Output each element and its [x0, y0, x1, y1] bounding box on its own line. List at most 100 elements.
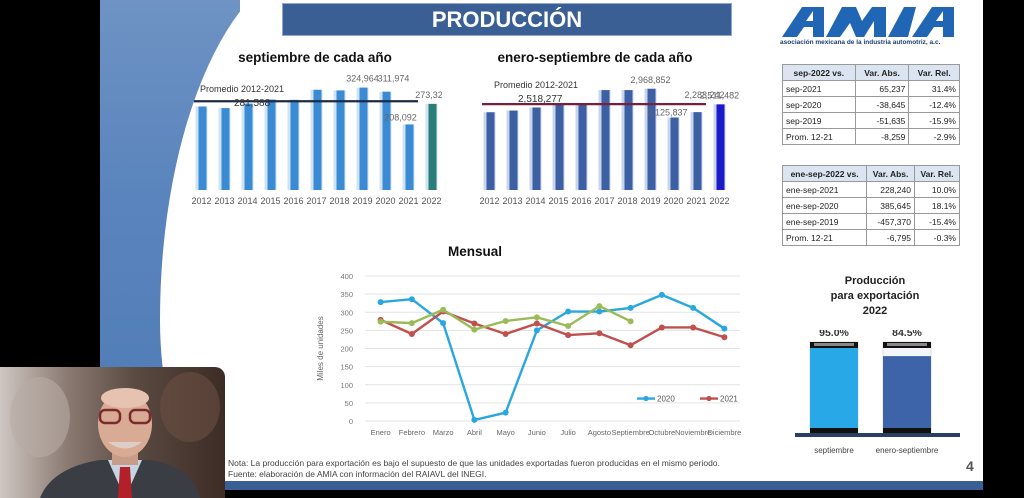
x-tick-label: Noviembre	[675, 428, 711, 437]
x-tick-label: 2016	[571, 196, 591, 206]
data-label: 2,125,837	[647, 108, 687, 118]
x-tick-label: 2021	[686, 196, 706, 206]
slide-title: PRODUCCIÓN	[282, 3, 732, 36]
data-label: 208,092	[384, 112, 417, 122]
bar	[382, 91, 391, 190]
data-point-2021	[502, 331, 509, 337]
table-cell: ene-sep-2020	[781, 197, 868, 214]
x-tick-label: Mayo	[496, 428, 514, 437]
table-cell: 10.0%	[913, 181, 961, 198]
table-header-row: ene-sep-2022 vs. Var. Abs. Var. Rel.	[781, 165, 961, 182]
sep-variation-table: sep-2022 vs. Var. Abs. Var. Rel. sep-202…	[782, 64, 960, 145]
y-tick-label: 100	[340, 381, 353, 390]
presenter-webcam-video	[0, 367, 225, 498]
export-cylinder-chart: 95.0% septiembre 84.5% enero-septiembre	[795, 330, 960, 455]
bar	[716, 104, 725, 190]
cylinder-cap-shine	[887, 343, 927, 346]
logo-subtitle: asociación mexicana de la industria auto…	[780, 39, 941, 46]
legend-label: 2021	[720, 395, 738, 404]
data-point-2022	[377, 318, 384, 325]
y-tick-label: 250	[340, 326, 353, 335]
data-point-2020	[690, 304, 697, 311]
table-cell: 31.4%	[908, 80, 960, 97]
y-tick-label: 150	[340, 363, 353, 372]
data-point-2022	[471, 326, 478, 333]
y-tick-label: 200	[340, 345, 353, 354]
data-label: 2,968,852	[630, 75, 670, 85]
bar	[336, 90, 345, 190]
x-tick-label: 2021	[398, 196, 418, 206]
y-tick-label: 300	[340, 308, 353, 317]
source-text: Fuente: elaboración de AMIA con informac…	[228, 469, 487, 479]
x-tick-label: Marzo	[433, 428, 454, 437]
x-tick-label: Octubre	[649, 428, 676, 437]
bar	[221, 108, 230, 190]
average-value-label: 281,588	[234, 98, 271, 109]
x-tick-label: 2015	[260, 196, 280, 206]
data-point-2020	[627, 304, 634, 311]
data-point-2022	[408, 320, 415, 327]
data-point-2020	[377, 299, 384, 306]
data-label: 311,974	[378, 74, 410, 84]
data-point-2020	[471, 416, 478, 423]
bar	[267, 99, 276, 190]
bar	[555, 104, 564, 190]
table-header: ene-sep-2022 vs.	[781, 165, 868, 182]
x-tick-label: Agosto	[588, 428, 611, 437]
x-tick-label: Febrero	[399, 428, 425, 437]
sep-bar-chart: 2012 2013 2014 2015 2016 2017 2018 2019 324,964 2…	[191, 74, 442, 206]
data-point-2021	[690, 324, 697, 331]
page-number: 4	[966, 458, 974, 474]
table-row: ene-sep-2021 228,240 10.0%	[781, 181, 961, 198]
table-cell: -51,635	[854, 112, 910, 129]
data-point-2022	[565, 323, 572, 330]
x-tick-label: 2017	[594, 196, 614, 206]
cylinder-fill	[810, 346, 858, 433]
x-tick-label: 2019	[352, 196, 372, 206]
data-point-2020	[502, 409, 509, 416]
bar	[532, 107, 541, 190]
table-cell: 228,240	[866, 181, 915, 198]
table-cell: -6,795	[866, 229, 915, 246]
data-point-2022	[596, 303, 603, 310]
x-tick-label: Diciembre	[707, 428, 741, 437]
table-cell: -15.4%	[913, 213, 961, 230]
table-row: sep-2021 65,237 31.4%	[782, 80, 960, 97]
x-tick-label: Enero	[371, 428, 391, 437]
data-point-2020	[721, 325, 728, 332]
table-cell: sep-2019	[782, 112, 856, 129]
export-title-line: para exportación	[830, 290, 920, 302]
y-axis-label: Miles de unidades	[316, 316, 325, 380]
ytd-variation-table: ene-sep-2022 vs. Var. Abs. Var. Rel. ene…	[781, 165, 961, 246]
table-header: Var. Rel.	[913, 165, 961, 182]
legend-label: 2020	[657, 395, 675, 404]
series-line-2022	[380, 304, 632, 331]
data-point-2022	[627, 318, 634, 325]
table-cell: -8,259	[854, 128, 910, 145]
bar	[428, 103, 437, 190]
data-point-2020	[596, 308, 603, 315]
table-row: Prom. 12-21 -6,795 -0.3%	[781, 229, 961, 246]
cylinder-cap-bottom	[810, 428, 858, 433]
data-point-2021	[471, 320, 478, 327]
average-label: Promedio 2012-2021	[200, 84, 284, 94]
x-tick-label: 2018	[329, 196, 349, 206]
data-point-2021	[533, 320, 540, 327]
table-row: sep-2019 -51,635 -15.9%	[782, 112, 960, 129]
table-cell: sep-2020	[782, 96, 856, 113]
x-tick-label: 2014	[525, 196, 545, 206]
monthly-line-chart: 0 50 100 150 200 250 300 350 400 Miles de unidade…	[316, 272, 741, 437]
table-cell: ene-sep-2021	[781, 181, 868, 198]
presentation-slide: PRODUCCIÓN asociación mexicana de la ind…	[100, 0, 983, 490]
data-point-2021	[408, 331, 415, 337]
y-tick-label: 400	[340, 272, 353, 281]
table-cell: -12.4%	[908, 96, 960, 113]
bar	[601, 90, 610, 190]
bar	[647, 88, 656, 190]
table-cell: -457,370	[866, 213, 915, 230]
sep-chart-title: septiembre de cada año	[238, 50, 392, 65]
export-title-line: Producción	[844, 275, 906, 287]
bar	[244, 103, 253, 190]
table-cell: 385,645	[866, 197, 915, 214]
data-label: 324,964	[346, 74, 379, 84]
